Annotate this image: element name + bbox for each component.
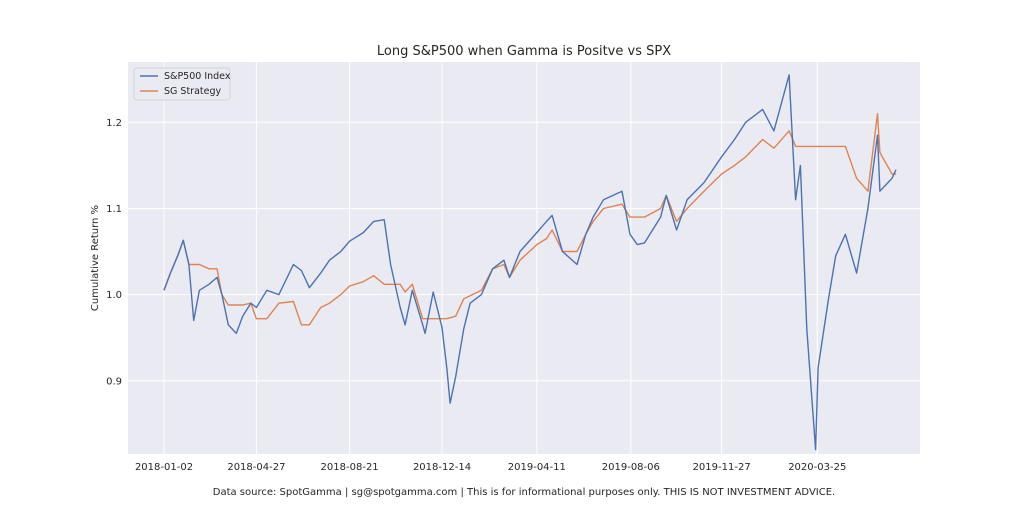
footer-disclaimer: Data source: SpotGamma | sg@spotgamma.co… — [213, 487, 835, 498]
y-tick-label: 1.0 — [106, 290, 122, 301]
chart-title: Long S&P500 when Gamma is Positve vs SPX — [377, 44, 671, 59]
y-tick-label: 0.9 — [106, 376, 122, 387]
x-tick-label: 2018-12-14 — [413, 462, 471, 473]
legend-label-sp500: S&P500 Index — [164, 71, 231, 82]
x-tick-label: 2018-04-27 — [227, 462, 285, 473]
plot-area — [128, 62, 920, 454]
x-tick-label: 2020-03-25 — [788, 462, 846, 473]
x-tick-label: 2019-08-06 — [602, 462, 660, 473]
legend-label-strategy: SG Strategy — [164, 86, 221, 97]
series-line-strategy — [163, 112, 896, 326]
grid — [128, 62, 920, 454]
y-axis: 0.9 1.0 1.1 1.2 — [106, 118, 122, 387]
x-axis: 2018-01-02 2018-04-27 2018-08-21 2018-12-14… — [135, 462, 846, 473]
x-tick-label: 2018-08-21 — [321, 462, 379, 473]
series-layer — [163, 74, 897, 451]
y-axis-label: Cumulative Return % — [90, 205, 101, 311]
x-tick-label: 2019-11-27 — [693, 462, 751, 473]
x-tick-label: 2019-04-11 — [508, 462, 566, 473]
legend: S&P500 Index SG Strategy — [133, 67, 231, 101]
y-tick-label: 1.1 — [106, 204, 122, 215]
series-line-sp500 — [163, 74, 897, 451]
y-tick-label: 1.2 — [106, 118, 122, 129]
x-tick-label: 2018-01-02 — [135, 462, 193, 473]
